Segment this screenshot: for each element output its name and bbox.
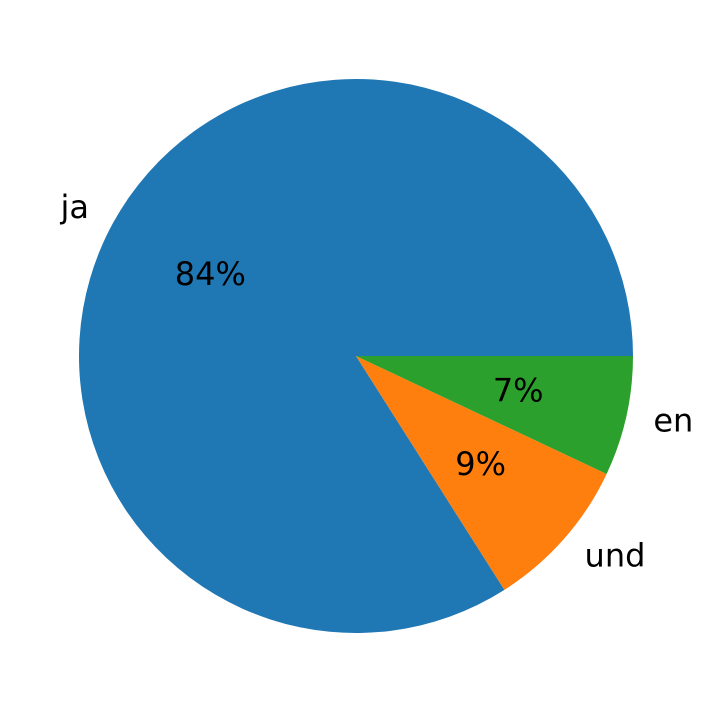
value-label: 84% xyxy=(175,255,246,293)
value-label: 7% xyxy=(493,371,544,409)
slice-label: und xyxy=(585,537,646,575)
slice-label: en xyxy=(653,401,693,439)
slice-label: ja xyxy=(59,188,89,226)
pie-slice xyxy=(356,356,607,590)
value-label: 9% xyxy=(455,445,506,483)
pie-slice xyxy=(356,356,633,474)
